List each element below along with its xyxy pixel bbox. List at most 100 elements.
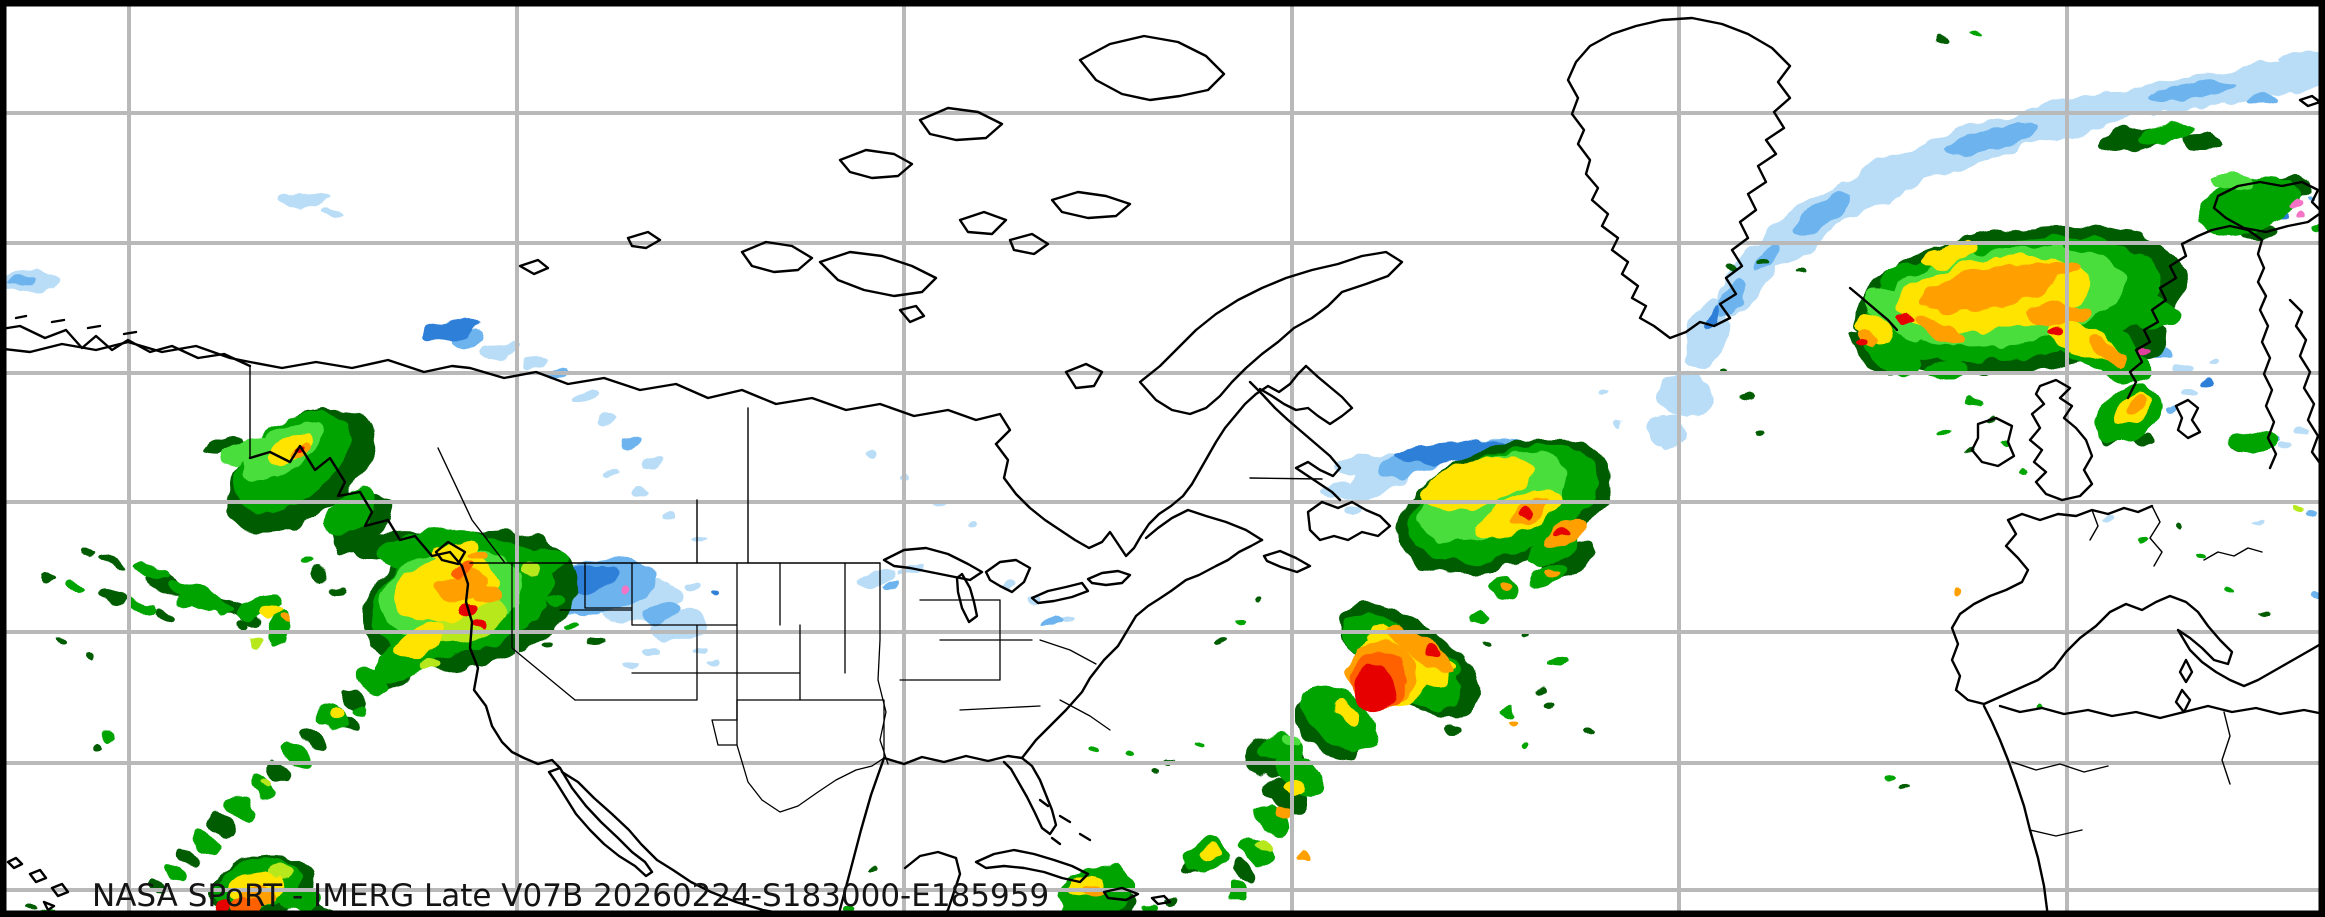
precip-cell [2018, 467, 2026, 473]
border-africa-1 [2011, 711, 2231, 837]
precip-cell [419, 658, 441, 670]
precip-cell [882, 579, 902, 591]
precip-cell [2210, 173, 2250, 191]
precip-cell [2176, 522, 2184, 528]
precip-cell [2137, 538, 2147, 544]
precip-cell [1087, 745, 1097, 751]
coast-africa-med [1998, 704, 2325, 720]
precip-cell [152, 609, 174, 623]
precip-cell [191, 828, 221, 856]
precip-cell [1324, 484, 1356, 500]
precip-cell [1215, 637, 1225, 643]
precip-cell [200, 436, 244, 456]
lake-erie [1030, 581, 1090, 605]
precip-cell [217, 438, 277, 466]
precip-cell [1445, 724, 1461, 734]
precip-cell [694, 537, 706, 543]
qe-islands-1 [918, 106, 1004, 142]
precip-cell [247, 636, 263, 646]
precip-cell [1659, 369, 1713, 419]
precip-cell [2226, 430, 2278, 454]
precip-cell [125, 598, 155, 614]
precip-cell [2048, 326, 2064, 334]
precip-cell [2207, 359, 2217, 365]
banks-island [740, 240, 814, 274]
precip-cell [1854, 314, 1894, 346]
precip-cell [641, 457, 663, 471]
precip-cell [900, 564, 924, 576]
precip-cell [261, 605, 281, 619]
precip-cell [1297, 853, 1309, 861]
coast-labrador [1248, 380, 1342, 502]
precip-cell [589, 637, 603, 645]
precip-cell [65, 579, 87, 593]
precip-cell [2127, 396, 2147, 412]
precip-cell [1928, 360, 1972, 380]
precip-cell [1499, 708, 1513, 718]
lake-huron [984, 558, 1032, 594]
norway-coast [2126, 224, 2278, 470]
precip-cell [266, 760, 292, 784]
precip-cell [1517, 510, 1533, 518]
precip-cell [232, 594, 284, 622]
precip-cell [279, 191, 331, 209]
precip-cell [2002, 260, 2082, 284]
st-lawrence [1144, 508, 1264, 542]
precip-cell [1793, 192, 1851, 236]
precip-cell [1583, 728, 1593, 734]
precip-cell [2224, 587, 2232, 593]
precip-cell [449, 563, 473, 577]
precip-cell [2197, 176, 2299, 234]
precip-cell [2298, 213, 2308, 219]
precip-cell [39, 572, 57, 584]
prince-wales-island [1008, 232, 1050, 256]
hispaniola-pr [1102, 886, 1172, 906]
precip-cell [2180, 134, 2220, 150]
precip-cell [842, 904, 854, 912]
precip-cell [423, 317, 477, 343]
precip-cell [1517, 633, 1527, 639]
us-state-borders [511, 562, 1111, 813]
denmark [2174, 398, 2202, 440]
precip-cell [2166, 403, 2178, 409]
precip-cell [1230, 860, 1258, 884]
precip-cell [1545, 569, 1561, 577]
precip-cell [475, 589, 501, 603]
ellesmere-island [1078, 34, 1226, 102]
precip-cell [210, 813, 236, 837]
coastline-layer [0, 16, 2325, 917]
precip-cell [1742, 392, 1754, 400]
precip-cell [2289, 202, 2301, 210]
precip-cell [1421, 455, 1535, 511]
precip-cell [316, 703, 350, 733]
precip-cell [321, 208, 343, 216]
precip-cell [1718, 280, 1746, 318]
coast-alaska-south [0, 324, 252, 368]
precip-cell [2146, 80, 2234, 102]
precip-cell [1196, 740, 1204, 746]
precip-cell [1963, 449, 1973, 455]
coast-europe-west [1950, 504, 2154, 706]
coast-west-na [248, 444, 562, 770]
precip-cell [871, 869, 881, 875]
precip-cell [1932, 36, 1948, 44]
arctic-islet-2 [518, 258, 550, 276]
precip-cell [1920, 243, 1980, 267]
vancouver-island [434, 540, 467, 566]
precip-cell [1893, 313, 1911, 323]
precip-cell [169, 581, 231, 615]
precip-cell [866, 448, 878, 456]
precip-cell [329, 584, 343, 594]
precip-cell [78, 548, 94, 556]
precip-cell [2089, 335, 2125, 367]
precip-cell [1424, 644, 1442, 660]
precip-cell [311, 568, 329, 580]
border-prairies [437, 407, 749, 564]
precip-cell [1552, 530, 1570, 538]
victoria-island [818, 250, 938, 298]
precip-cell [1912, 312, 1964, 346]
yucatan [903, 850, 962, 917]
precip-cell [521, 565, 541, 577]
